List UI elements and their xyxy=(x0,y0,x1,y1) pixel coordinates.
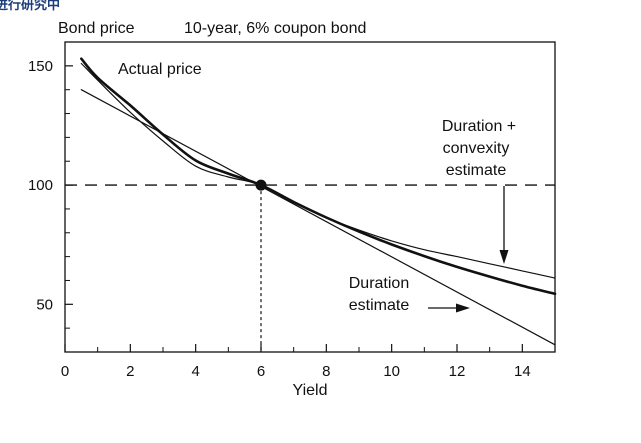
y-tick-label-100: 100 xyxy=(28,177,53,194)
corner-fragment: 段进行研究中 xyxy=(0,0,60,13)
reference-point xyxy=(255,179,267,191)
annotation-convexity-line1: Duration + xyxy=(442,118,516,135)
y-axis-label: Bond price xyxy=(58,20,135,37)
chart-title: 10-year, 6% coupon bond xyxy=(184,20,366,37)
annotation-duration-line1: Duration xyxy=(349,275,409,292)
series-layer xyxy=(80,57,557,346)
convexity-arrow-head xyxy=(499,250,509,264)
x-tick-label-4: 4 xyxy=(191,363,199,380)
annotation-convexity-line2: convexity xyxy=(443,140,510,157)
annotation-layer: Actual price Duration + convexity estima… xyxy=(118,61,516,314)
y-tick-label-50: 50 xyxy=(36,296,53,313)
x-tick-label-8: 8 xyxy=(322,363,330,380)
series-duration-convexity-estimate xyxy=(80,62,556,279)
x-tick-label-0: 0 xyxy=(61,363,69,380)
plot-frame xyxy=(64,41,556,353)
y-tick-label-150: 150 xyxy=(28,58,53,75)
annotation-convexity-line3: estimate xyxy=(446,162,507,179)
duration-arrow-head xyxy=(456,303,470,313)
x-tick-label-10: 10 xyxy=(383,363,400,380)
annotation-actual-price: Actual price xyxy=(118,61,202,78)
x-tick-label-2: 2 xyxy=(126,363,134,380)
tick-layer: 0 2 4 6 8 10 12 14 50 100 150 xyxy=(28,58,531,380)
x-axis-label: Yield xyxy=(293,382,328,399)
x-tick-label-6: 6 xyxy=(257,363,265,380)
x-tick-label-12: 12 xyxy=(449,363,466,380)
annotation-duration-line2: estimate xyxy=(349,297,410,314)
reference-lines xyxy=(65,184,555,352)
series-duration-estimate xyxy=(80,89,556,346)
x-tick-label-14: 14 xyxy=(514,363,531,380)
